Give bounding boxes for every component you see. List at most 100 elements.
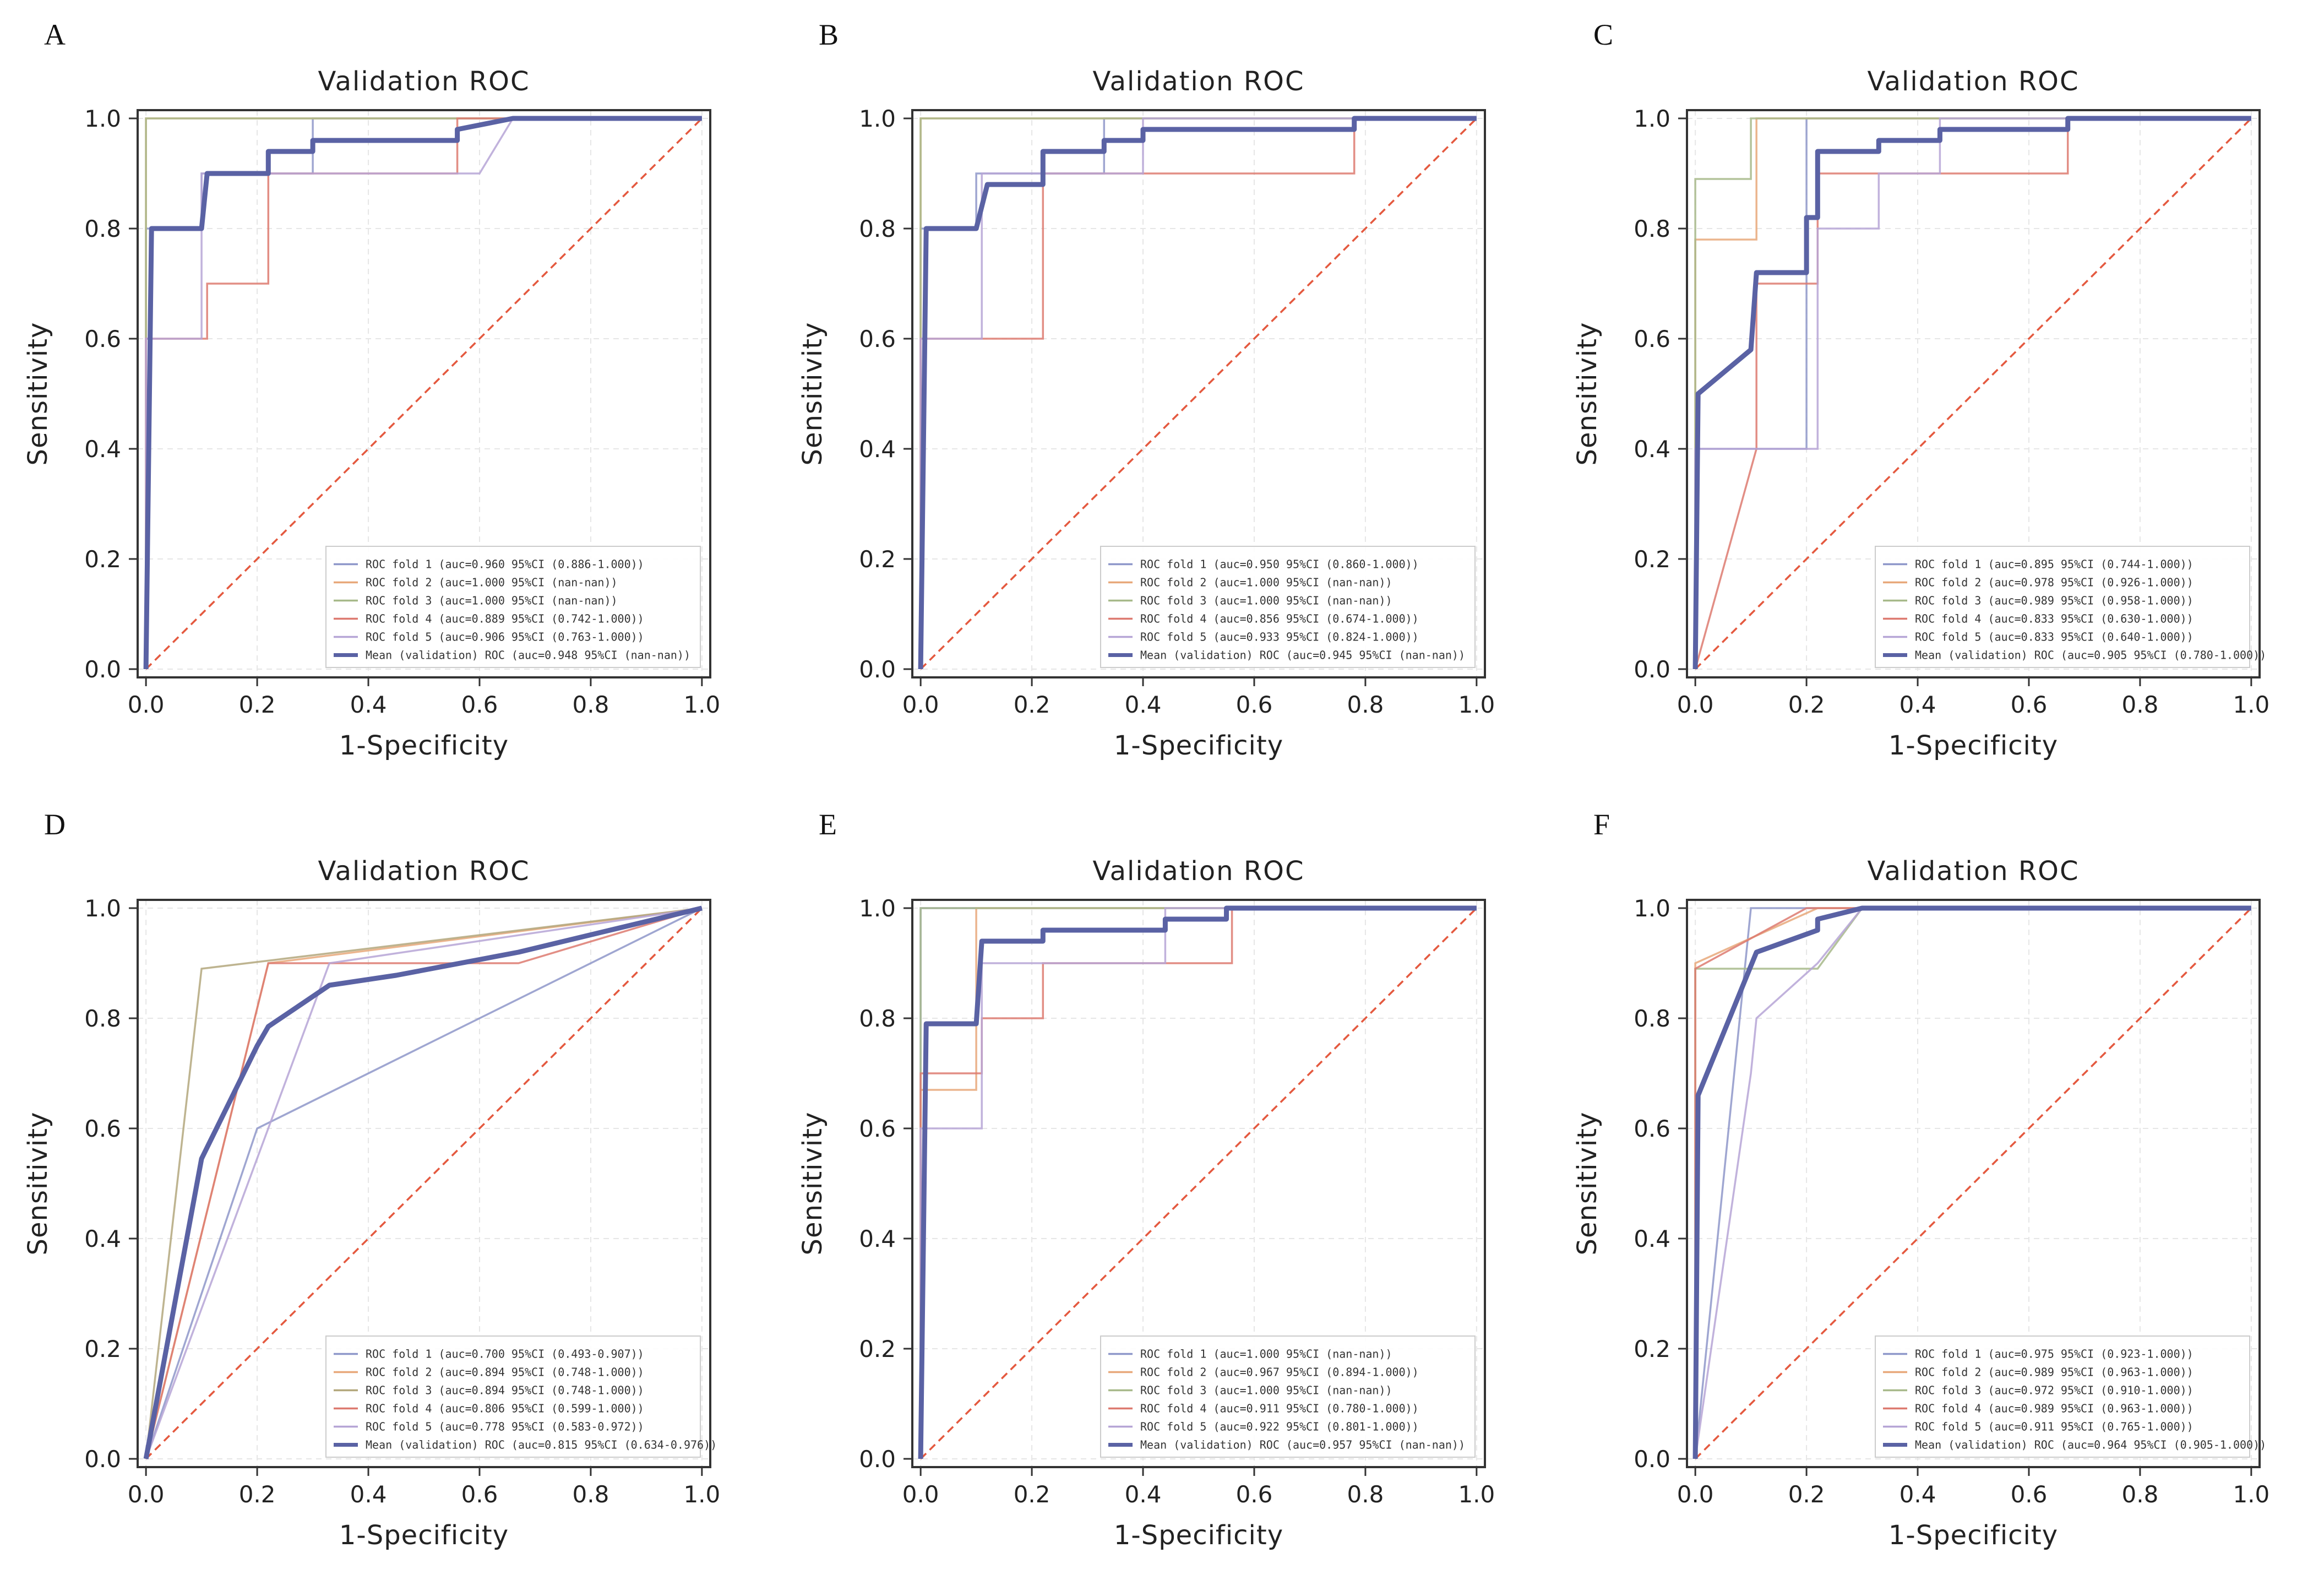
- legend-entry: Mean (validation) ROC (auc=0.905 95%CI (…: [1915, 649, 2266, 662]
- chart-title: Validation ROC: [318, 856, 530, 887]
- x-tick-label: 0.8: [1347, 1481, 1384, 1508]
- chance-line: [145, 907, 703, 1460]
- y-tick-label: 0.2: [859, 1335, 896, 1362]
- panel-letter: B: [819, 18, 839, 51]
- roc-fold-4-line: [919, 907, 1477, 1459]
- legend-entry: Mean (validation) ROC (auc=0.815 95%CI (…: [366, 1438, 717, 1452]
- roc-fold-3-line: [145, 907, 703, 1459]
- y-tick-label: 0.0: [1634, 1446, 1670, 1473]
- x-tick-label: 1.0: [2233, 1481, 2269, 1508]
- legend-entry: ROC fold 4 (auc=0.989 95%CI (0.963-1.000…: [1915, 1402, 2194, 1415]
- chart-title: Validation ROC: [1093, 66, 1305, 97]
- x-tick-label: 0.4: [1125, 691, 1162, 718]
- y-tick-label: 0.4: [859, 436, 896, 463]
- plot-frame: [137, 899, 711, 1468]
- roc-fold-4-line: [145, 907, 703, 1459]
- legend-entry: ROC fold 4 (auc=0.833 95%CI (0.630-1.000…: [1915, 612, 2194, 626]
- legend-entry: ROC fold 5 (auc=0.778 95%CI (0.583-0.972…: [366, 1420, 644, 1434]
- y-axis-label: Sensitivity: [1572, 1112, 1603, 1256]
- x-tick-label: 0.0: [1677, 1481, 1714, 1508]
- legend-entry: ROC fold 4 (auc=0.889 95%CI (0.742-1.000…: [366, 612, 644, 626]
- roc-fold-5-line: [145, 907, 703, 1459]
- x-tick-label: 0.2: [239, 691, 276, 718]
- legend-entry: Mean (validation) ROC (auc=0.957 95%CI (…: [1140, 1438, 1465, 1452]
- x-tick-label: 0.2: [1788, 691, 1825, 718]
- x-axis-label: 1-Specificity: [1888, 1520, 2058, 1551]
- mean-roc-line: [1692, 116, 2251, 670]
- y-axis-label: Sensitivity: [1572, 322, 1603, 466]
- y-tick-label: 0.6: [1634, 325, 1670, 352]
- panel-c: C Validation ROC 0.0 0.2 0.4 0.6 0.8 1.0 0.0 0.2…: [1549, 0, 2324, 790]
- y-tick-label: 0.6: [859, 1115, 896, 1142]
- y-tick-label: 0.0: [859, 1446, 896, 1473]
- y-tick-label: 0.4: [859, 1225, 896, 1252]
- y-tick-label: 0.8: [84, 1005, 121, 1032]
- chart-title: Validation ROC: [318, 66, 530, 97]
- x-tick-label: 0.0: [902, 691, 939, 718]
- chart-title: Validation ROC: [1868, 856, 2080, 887]
- x-tick-label: 1.0: [2233, 691, 2269, 718]
- mean-roc-line: [918, 116, 1477, 670]
- legend-entry: Mean (validation) ROC (auc=0.948 95%CI (…: [366, 649, 690, 662]
- x-tick-label: 0.6: [1236, 691, 1273, 718]
- mean-roc-line: [918, 905, 1477, 1459]
- legend-entry: ROC fold 4 (auc=0.856 95%CI (0.674-1.000…: [1140, 612, 1419, 626]
- y-tick-label: 0.2: [1634, 546, 1670, 573]
- roc-chart: Validation ROC 0.0 0.2 0.4 0.6 0.8 1.0 0.0 0.2 0.…: [23, 66, 720, 761]
- legend-entry: ROC fold 3 (auc=0.894 95%CI (0.748-1.000…: [366, 1384, 644, 1397]
- chart-title: Validation ROC: [1093, 856, 1305, 887]
- x-tick-label: 0.6: [461, 1481, 498, 1508]
- legend-entry: ROC fold 1 (auc=0.950 95%CI (0.860-1.000…: [1140, 558, 1419, 571]
- y-tick-label: 0.6: [84, 1115, 121, 1142]
- y-axis-label: Sensitivity: [23, 322, 53, 466]
- x-tick-label: 0.2: [1014, 691, 1051, 718]
- legend-box: [1875, 546, 2250, 668]
- legend-entry: ROC fold 2 (auc=0.989 95%CI (0.963-1.000…: [1915, 1366, 2194, 1379]
- y-axis-label: Sensitivity: [23, 1112, 53, 1256]
- legend-entry: ROC fold 2 (auc=0.894 95%CI (0.748-1.000…: [366, 1366, 644, 1379]
- panel-letter: D: [44, 808, 66, 841]
- roc-chart: Validation ROC 0.0 0.2 0.4 0.6 0.8 1.0 0.0 0.2 0.…: [797, 856, 1495, 1551]
- panel-letter: F: [1593, 808, 1610, 841]
- x-axis-label: 1-Specificity: [1114, 1520, 1283, 1551]
- roc-chart: Validation ROC 0.0 0.2 0.4 0.6 0.8 1.0 0.0 0.2 0.…: [1572, 66, 2269, 761]
- legend-entry: ROC fold 5 (auc=0.911 95%CI (0.765-1.000…: [1915, 1420, 2194, 1434]
- x-tick-label: 0.8: [2122, 1481, 2159, 1508]
- y-tick-label: 0.8: [859, 215, 896, 242]
- panel-f: F Validation ROC 0.0 0.2 0.4 0.6 0.8 1.0 0.0 0.2…: [1549, 790, 2324, 1580]
- x-tick-label: 0.8: [573, 1481, 609, 1508]
- x-tick-label: 0.6: [2011, 1481, 2048, 1508]
- y-tick-label: 1.0: [84, 895, 121, 922]
- y-tick-label: 1.0: [1634, 895, 1670, 922]
- legend-box: [325, 546, 701, 668]
- y-tick-label: 0.0: [84, 1446, 121, 1473]
- x-axis-label: 1-Specificity: [339, 730, 509, 761]
- legend-entry: ROC fold 1 (auc=0.960 95%CI (0.886-1.000…: [366, 558, 644, 571]
- y-tick-label: 0.8: [859, 1005, 896, 1032]
- legend-entry: Mean (validation) ROC (auc=0.945 95%CI (…: [1140, 649, 1465, 662]
- legend-box: [1100, 1335, 1476, 1458]
- legend-entry: ROC fold 3 (auc=0.972 95%CI (0.910-1.000…: [1915, 1384, 2194, 1397]
- x-tick-label: 0.6: [1236, 1481, 1273, 1508]
- y-tick-label: 0.2: [84, 546, 121, 573]
- y-tick-label: 0.2: [859, 546, 896, 573]
- x-tick-label: 0.6: [2011, 691, 2048, 718]
- panel-letter: C: [1593, 18, 1614, 51]
- panel-letter: E: [819, 808, 837, 841]
- legend-entry: ROC fold 3 (auc=1.000 95%CI (nan-nan)): [366, 594, 618, 607]
- legend-entry: ROC fold 1 (auc=0.975 95%CI (0.923-1.000…: [1915, 1348, 2194, 1361]
- chance-line: [1694, 907, 2252, 1460]
- legend-box: [325, 1335, 701, 1458]
- y-tick-label: 0.4: [84, 1225, 121, 1252]
- x-tick-label: 0.8: [1347, 691, 1384, 718]
- legend-entry: Mean (validation) ROC (auc=0.964 95%CI (…: [1915, 1438, 2266, 1452]
- y-tick-label: 0.6: [859, 325, 896, 352]
- x-tick-label: 0.8: [2122, 691, 2159, 718]
- roc-fold-3-line: [1694, 117, 2251, 669]
- legend-entry: ROC fold 3 (auc=1.000 95%CI (nan-nan)): [1140, 1384, 1392, 1397]
- x-tick-label: 0.6: [461, 691, 498, 718]
- legend-entry: ROC fold 2 (auc=0.978 95%CI (0.926-1.000…: [1915, 576, 2194, 589]
- chance-line: [1694, 117, 2252, 670]
- legend-entry: ROC fold 2 (auc=1.000 95%CI (nan-nan)): [366, 576, 618, 589]
- chance-line: [919, 117, 1478, 670]
